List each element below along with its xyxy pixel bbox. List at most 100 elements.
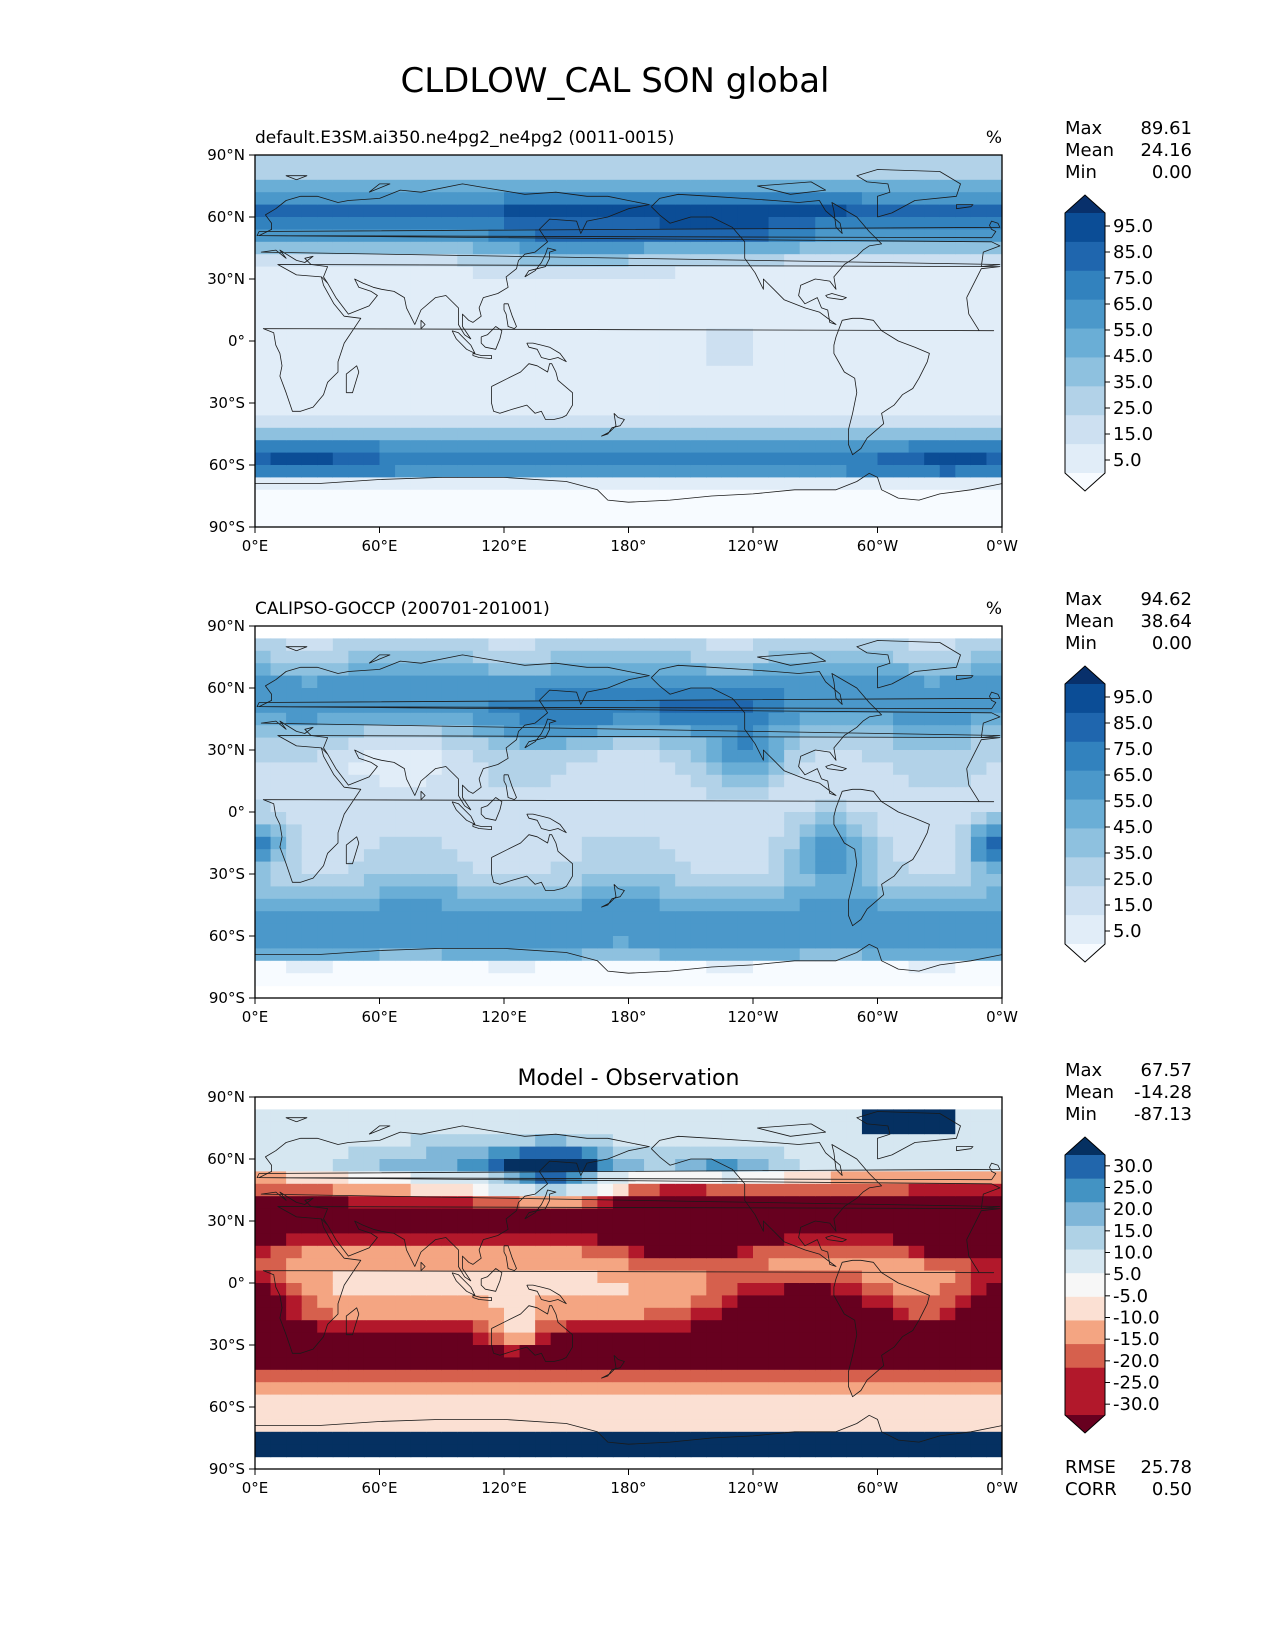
stat-value: 89.61 (1140, 118, 1192, 139)
stat-value: 25.78 (1140, 1457, 1192, 1478)
x-tick-label: 120°E (481, 1479, 527, 1497)
stat-value: 94.62 (1140, 589, 1192, 610)
stat-value: 0.00 (1152, 633, 1192, 654)
x-tick-label: 0°E (242, 1479, 269, 1497)
coastlines (255, 169, 1002, 503)
stat-value: 38.64 (1140, 611, 1192, 632)
y-tick-label: 30°N (207, 741, 245, 759)
colorbar-tick-label: 35.0 (1113, 843, 1153, 864)
stat-label: RMSE (1065, 1457, 1116, 1478)
panels: 0°E 60°E 120°E 180° 120°W 60°W 0°W 90°N 60°N 30°N… (207, 118, 1192, 1500)
stat-value: 0.00 (1152, 162, 1192, 183)
stat-label: Max (1065, 118, 1103, 139)
y-tick-label: 0° (228, 332, 245, 350)
y-tick-label: 30°N (207, 270, 245, 288)
colorbar-diff: 30.025.020.015.010.05.0-5.0-10.0-15.0-20… (1064, 1136, 1160, 1434)
x-tick-label: 180° (610, 1008, 646, 1026)
stat-label: Mean (1065, 1082, 1114, 1103)
colorbar-tick-label: 5.0 (1113, 921, 1142, 942)
colorbar-tick-label: 75.0 (1113, 739, 1153, 760)
colorbar-tick-label: 85.0 (1113, 713, 1153, 734)
colorbar-tick-label: 5.0 (1113, 1264, 1142, 1285)
x-tick-label: 60°E (361, 1008, 397, 1026)
colorbar-tick-label: 15.0 (1113, 1221, 1153, 1242)
stat-label: Min (1065, 162, 1097, 183)
y-tick-label: 0° (228, 1274, 245, 1292)
y-tick-label: 90°S (209, 518, 245, 536)
x-tick-label: 0°W (986, 537, 1018, 555)
x-tick-label: 60°W (857, 1008, 899, 1026)
y-tick-label: 60°S (209, 1398, 245, 1416)
x-tick-label: 180° (610, 537, 646, 555)
x-tick-label: 120°W (728, 1008, 779, 1026)
units-label: % (986, 599, 1002, 619)
panel-title: default.E3SM.ai350.ne4pg2_ne4pg2 (0011-0… (255, 128, 674, 148)
map-field-diff (255, 1097, 1002, 1469)
y-tick-label: 90°N (207, 1088, 245, 1106)
figure-title: CLDLOW_CAL SON global (400, 61, 829, 101)
y-tick-label: 90°S (209, 989, 245, 1007)
stat-label: Min (1065, 1104, 1097, 1125)
colorbar-tick-label: 20.0 (1113, 1199, 1153, 1220)
panel-title: Model - Observation (518, 1066, 740, 1091)
colorbar-tick-label: 35.0 (1113, 372, 1153, 393)
y-tick-label: 90°S (209, 1460, 245, 1478)
colorbar-tick-label: 95.0 (1113, 216, 1153, 237)
colorbar-tick-label: 55.0 (1113, 320, 1153, 341)
colorbar-tick-label: 85.0 (1113, 242, 1153, 263)
panel-title: CALIPSO-GOCCP (200701-201001) (255, 599, 550, 619)
coastlines (255, 640, 1002, 974)
stat-label: Max (1065, 589, 1103, 610)
y-tick-label: 60°S (209, 927, 245, 945)
y-tick-label: 60°S (209, 456, 245, 474)
x-tick-label: 120°W (728, 1479, 779, 1497)
units-label: % (986, 128, 1002, 148)
stat-label: Max (1065, 1060, 1103, 1081)
colorbar-tick-label: 10.0 (1113, 1243, 1153, 1264)
colorbar-tick-label: 75.0 (1113, 268, 1153, 289)
colorbar-tick-label: 15.0 (1113, 895, 1153, 916)
x-tick-label: 0°E (242, 537, 269, 555)
y-tick-label: 90°N (207, 146, 245, 164)
stat-value: -14.28 (1134, 1082, 1192, 1103)
y-tick-label: 90°N (207, 617, 245, 635)
y-tick-label: 60°N (207, 208, 245, 226)
panel-test: 0°E 60°E 120°E 180° 120°W 60°W 0°W 90°N 60°N 30°N… (207, 118, 1192, 555)
x-tick-label: 0°W (986, 1479, 1018, 1497)
colorbar-tick-label: -15.0 (1113, 1329, 1160, 1350)
colorbar-tick-label: 25.0 (1113, 398, 1153, 419)
x-tick-label: 60°W (857, 537, 899, 555)
y-tick-label: 30°S (209, 1336, 245, 1354)
colorbar-tick-label: -5.0 (1113, 1286, 1148, 1307)
colorbar-reference: 95.0 85.0 75.0 65.0 55.0 45.0 35.0 25.0 15.0 5.0 (1064, 665, 1153, 963)
y-tick-label: 60°N (207, 679, 245, 697)
stat-label: CORR (1065, 1479, 1117, 1500)
x-tick-label: 0°W (986, 1008, 1018, 1026)
colorbar-tick-label: 30.0 (1113, 1156, 1153, 1177)
y-tick-label: 0° (228, 803, 245, 821)
stat-value: 67.57 (1140, 1060, 1192, 1081)
colorbar-tick-label: 65.0 (1113, 765, 1153, 786)
stat-label: Mean (1065, 611, 1114, 632)
y-tick-label: 30°S (209, 865, 245, 883)
colorbar-tick-label: 45.0 (1113, 346, 1153, 367)
map-field-test (255, 155, 1002, 527)
x-tick-label: 120°W (728, 537, 779, 555)
colorbar-tick-label: 45.0 (1113, 817, 1153, 838)
x-tick-label: 180° (610, 1479, 646, 1497)
colorbar-tick-label: -10.0 (1113, 1308, 1160, 1329)
stat-value: 24.16 (1140, 140, 1192, 161)
colorbar-tick-label: 15.0 (1113, 424, 1153, 445)
colorbar-test: 95.0 85.0 75.0 65.0 55.0 45.0 35.0 25.0 15.0 5.0 (1064, 194, 1153, 492)
map-field-reference (255, 626, 1002, 998)
colorbar-tick-label: -25.0 (1113, 1373, 1160, 1394)
colorbar-tick-label: 95.0 (1113, 687, 1153, 708)
x-tick-label: 120°E (481, 537, 527, 555)
colorbar-tick-label: 65.0 (1113, 294, 1153, 315)
colorbar-tick-label: 55.0 (1113, 791, 1153, 812)
y-tick-label: 30°N (207, 1212, 245, 1230)
panel-reference: 0°E 60°E 120°E 180° 120°W 60°W 0°W 90°N 60°N 30°N… (207, 589, 1192, 1026)
x-tick-label: 120°E (481, 1008, 527, 1026)
y-tick-label: 60°N (207, 1150, 245, 1168)
